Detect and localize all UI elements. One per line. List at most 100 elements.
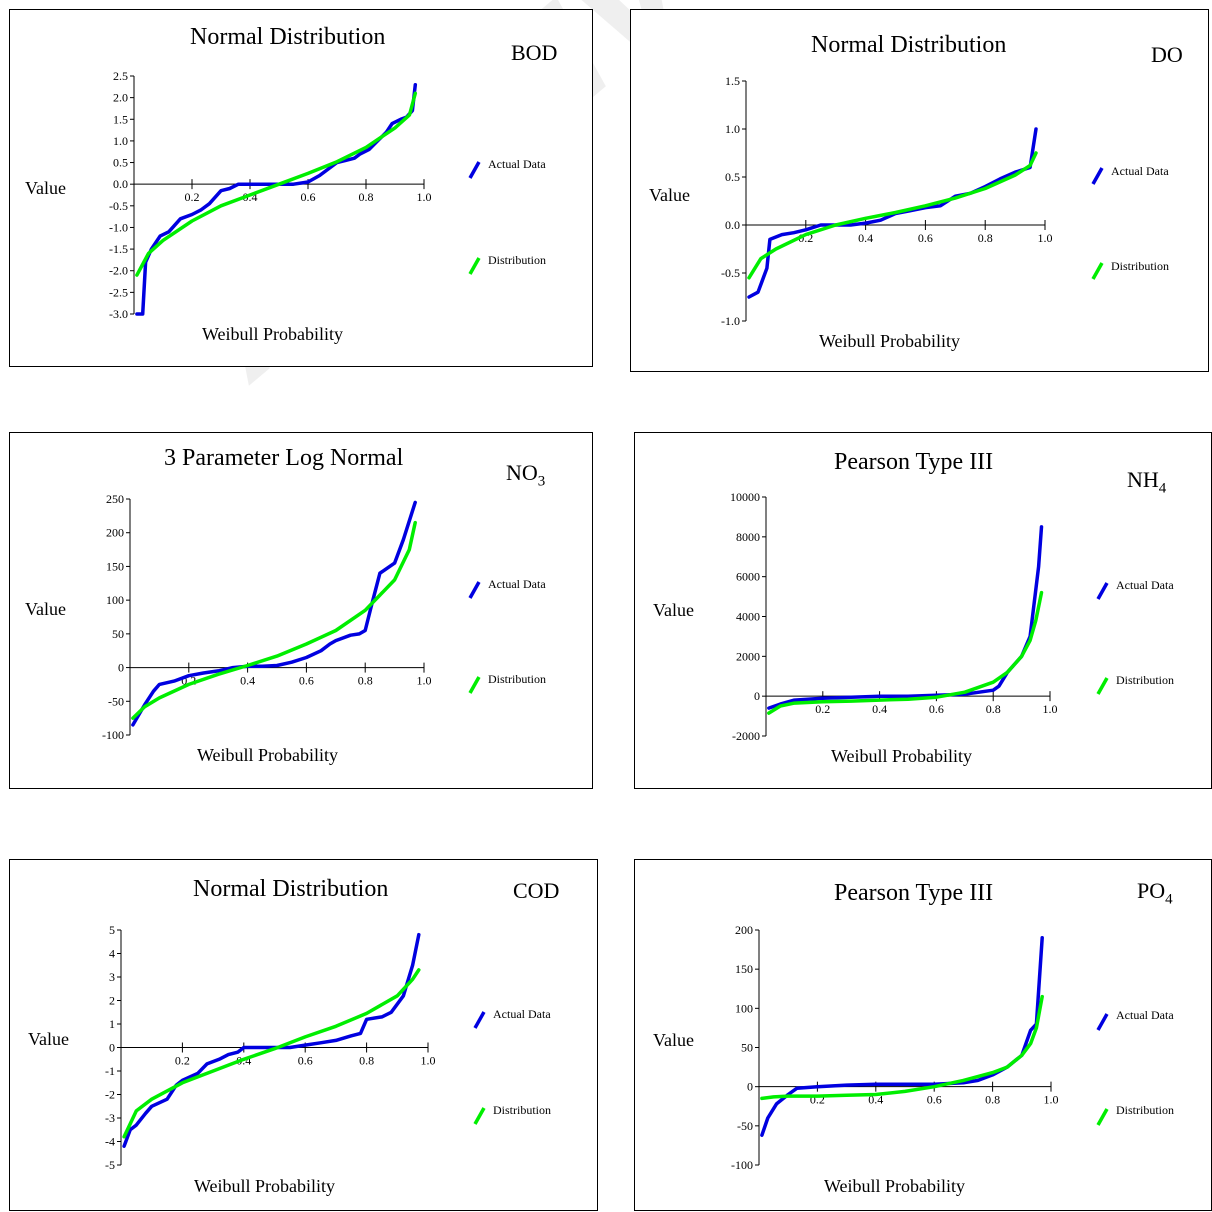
x-tick-label: 0.2	[185, 190, 200, 204]
y-tick-label: 100	[106, 593, 124, 607]
y-axis-label: Value	[653, 600, 694, 620]
legend-distribution-label: Distribution	[1116, 1103, 1175, 1117]
chart-title: Pearson Type III	[834, 449, 994, 475]
legend-distribution-swatch	[473, 1107, 486, 1125]
plot-area: 2.5 2.0 1.5 1.0 0.5 0.0 -0.5 -1.0 -1.5 -2.0 -2.5 -3…	[109, 69, 481, 321]
x-tick-label: 1.0	[1044, 1093, 1059, 1107]
legend-actual-swatch	[1096, 1013, 1109, 1031]
plot-area: 10000 8000 6000 4000 2000 0 -2000 0.2 0.4 0.6 0.8 1…	[730, 490, 1109, 743]
y-axis-label: Value	[653, 1030, 694, 1050]
x-tick-label: 1.0	[1043, 702, 1058, 716]
chart-panel-do: Normal Distribution DO Value Weibull Pro…	[630, 9, 1209, 372]
legend-actual-label: Actual Data	[1116, 1008, 1174, 1022]
x-tick-label: 0.8	[359, 1054, 374, 1068]
x-axis-label: Weibull Probability	[831, 746, 973, 766]
y-tick-label: 150	[106, 559, 124, 573]
y-tick-label: -2	[105, 1088, 115, 1102]
y-tick-label: 0.5	[725, 170, 740, 184]
y-tick-label: 8000	[736, 530, 760, 544]
y-tick-label: 0	[118, 661, 124, 675]
chart-title: Pearson Type III	[834, 880, 994, 906]
distribution-series-line	[747, 151, 1038, 280]
y-tick-label: 2000	[736, 649, 760, 663]
y-axis-label: Value	[28, 1029, 69, 1049]
legend-distribution-label: Distribution	[488, 672, 547, 686]
y-tick-label: -1.0	[109, 220, 128, 234]
y-axis-label: Value	[25, 599, 66, 619]
x-tick-label: 0.6	[301, 190, 316, 204]
y-tick-label: 250	[106, 492, 124, 506]
distribution-series-line	[760, 994, 1044, 1101]
y-tick-label: 2.5	[113, 69, 128, 83]
x-axis-label: Weibull Probability	[819, 331, 961, 351]
actual-data-series-line	[767, 525, 1044, 710]
actual-data-series-line	[131, 500, 417, 727]
legend-actual-label: Actual Data	[1111, 164, 1169, 178]
y-tick-label: 150	[735, 962, 753, 976]
y-tick-label: -2.5	[109, 285, 128, 299]
y-tick-label: -2.0	[109, 264, 128, 278]
distribution-series-line	[767, 590, 1044, 715]
legend-actual-swatch	[468, 161, 481, 179]
y-tick-label: -0.5	[721, 266, 740, 280]
y-axis-label: Value	[25, 178, 66, 198]
y-tick-label: 1	[109, 1017, 115, 1031]
legend-distribution-swatch	[1096, 1108, 1109, 1126]
legend-actual-swatch	[1096, 582, 1109, 600]
actual-data-series-line	[122, 932, 421, 1148]
variable-label: DO	[1151, 42, 1183, 67]
variable-label: PO4	[1137, 878, 1173, 908]
y-tick-label: -1.5	[109, 242, 128, 256]
legend-actual-swatch	[468, 581, 481, 599]
x-tick-label: 0.6	[927, 1093, 942, 1107]
variable-label: COD	[513, 878, 560, 903]
y-tick-label: 1.0	[113, 134, 128, 148]
distribution-series-line	[131, 520, 417, 720]
y-tick-label: 6000	[736, 570, 760, 584]
y-tick-label: 5	[109, 923, 115, 937]
y-tick-label: 0.5	[113, 156, 128, 170]
y-tick-label: 200	[735, 923, 753, 937]
y-tick-label: 4000	[736, 610, 760, 624]
y-tick-label: -1.0	[721, 314, 740, 328]
x-tick-label: 0.8	[358, 674, 373, 688]
y-tick-label: -3	[105, 1111, 115, 1125]
y-tick-label: -4	[105, 1135, 115, 1149]
x-tick-label: 0.6	[299, 674, 314, 688]
x-tick-label: 0.6	[298, 1054, 313, 1068]
x-tick-label: 0.4	[872, 702, 887, 716]
legend-distribution-label: Distribution	[1111, 259, 1170, 273]
x-tick-label: 0.6	[929, 702, 944, 716]
x-tick-label: 1.0	[417, 674, 432, 688]
y-tick-label: -2000	[732, 729, 760, 743]
y-tick-label: -5	[105, 1158, 115, 1172]
y-tick-label: 2	[109, 994, 115, 1008]
legend-distribution-label: Distribution	[493, 1103, 552, 1117]
chart-title: Normal Distribution	[190, 24, 386, 50]
x-axis-label: Weibull Probability	[824, 1176, 966, 1196]
x-tick-label: 0.8	[359, 190, 374, 204]
legend-distribution-label: Distribution	[488, 253, 547, 267]
x-tick-label: 0.6	[918, 231, 933, 245]
y-tick-label: 1.0	[725, 122, 740, 136]
distribution-series-line	[122, 968, 421, 1139]
x-axis-label: Weibull Probability	[194, 1176, 336, 1196]
y-tick-label: 2.0	[113, 91, 128, 105]
y-tick-label: 1.5	[725, 74, 740, 88]
x-tick-label: 0.8	[978, 231, 993, 245]
y-tick-label: 50	[741, 1041, 753, 1055]
x-axis-label: Weibull Probability	[202, 324, 344, 344]
legend-distribution-swatch	[468, 257, 481, 275]
variable-label: BOD	[511, 40, 558, 65]
legend-actual-label: Actual Data	[488, 577, 546, 591]
y-tick-label: 200	[106, 526, 124, 540]
x-tick-label: 1.0	[1038, 231, 1053, 245]
y-tick-label: 4	[109, 947, 115, 961]
y-tick-label: 50	[112, 627, 124, 641]
y-tick-label: -100	[102, 728, 124, 742]
chart-title: Normal Distribution	[193, 876, 389, 902]
y-tick-label: -1	[105, 1064, 115, 1078]
actual-data-series-line	[747, 127, 1038, 299]
chart-panel-po4: Pearson Type III PO4 Value Weibull Proba…	[634, 859, 1212, 1211]
